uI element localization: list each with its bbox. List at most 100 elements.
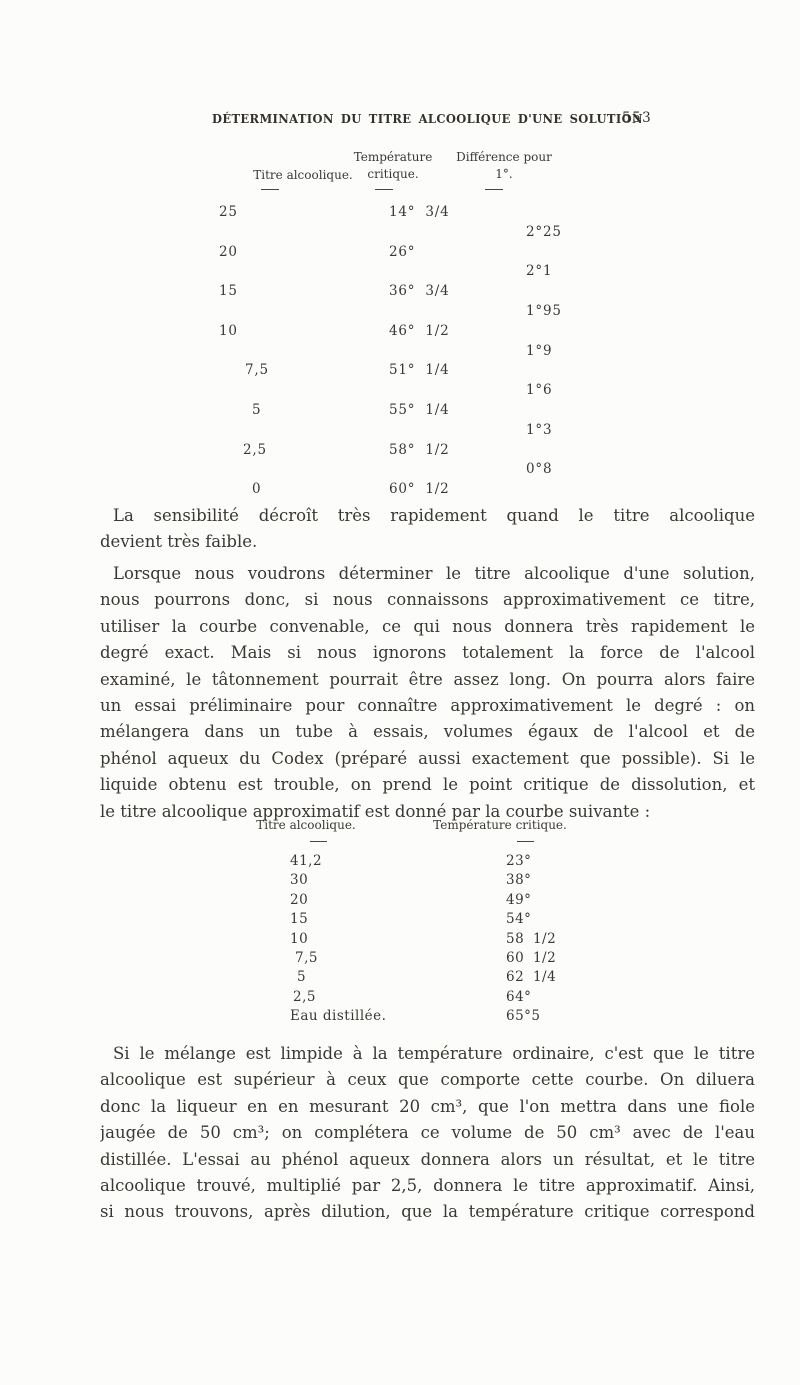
text-line: le titre alcoolique approximatif est don…	[100, 801, 651, 821]
text-line: jaugée de 50 cm³; on complétera ce volum…	[100, 1123, 755, 1143]
column-rule	[375, 189, 393, 190]
table-row: 5 62 1/4	[0, 968, 800, 987]
text-line: nous pourrons donc, si nous connaissons …	[100, 590, 755, 610]
text-line: La sensibilité décroît très rapidement q…	[113, 506, 755, 525]
diff-cell: 1°9	[526, 343, 553, 359]
temp-cell: 26°	[389, 244, 416, 260]
titre-cell: 7,5	[295, 950, 318, 966]
paragraph: Si le mélange est limpide à la températu…	[100, 1041, 755, 1226]
text-line: distillée. L'essai au phénol aqueux donn…	[100, 1149, 755, 1169]
titre-cell: Eau distillée.	[290, 1008, 387, 1024]
temp-cell: 36° 3/4	[389, 283, 450, 299]
titre-cell: 5	[252, 402, 262, 418]
titre-cell: 15	[219, 283, 238, 299]
table-row-difference: 0°8	[0, 459, 800, 479]
text-line: phénol aqueux du Codex (préparé aussi ex…	[100, 748, 755, 768]
text-line: Si le mélange est limpide à la températu…	[113, 1044, 755, 1063]
table-row: 10 46° 1/2	[0, 321, 800, 341]
diff-cell: 2°25	[526, 224, 562, 240]
temp-cell: 14° 3/4	[389, 204, 450, 220]
column-rule	[517, 841, 534, 842]
table-row-difference: 2°1	[0, 261, 800, 281]
table-row: 10 58 1/2	[0, 930, 800, 949]
text-line: degré exact. Mais si nous ignorons total…	[100, 643, 755, 663]
table-row: 2,5 58° 1/2	[0, 440, 800, 460]
diff-cell: 0°8	[526, 461, 553, 477]
table-row-difference: 2°25	[0, 222, 800, 242]
titre-cell: 30	[290, 872, 309, 888]
text-line: devient très faible.	[100, 532, 258, 552]
page-title: DÉTERMINATION DU TITRE ALCOOLIQUE D'UNE …	[212, 111, 643, 126]
table-row: Eau distillée. 65°5	[0, 1007, 800, 1026]
temp-cell: 54°	[506, 911, 532, 927]
temp-cell: 65°5	[506, 1008, 541, 1024]
paragraph: Lorsque nous voudrons déterminer le titr…	[100, 561, 755, 825]
column-header-titre: Titre alcoolique.	[253, 168, 353, 182]
text-line: si nous trouvons, après dilution, que la…	[100, 1202, 755, 1222]
table-row: 0 60° 1/2	[0, 479, 800, 499]
temp-cell: 38°	[506, 872, 532, 888]
titre-cell: 0	[252, 481, 262, 497]
table-row: 15 54°	[0, 910, 800, 929]
titre-cell: 10	[290, 931, 309, 947]
column-rule	[310, 841, 327, 842]
table-row-difference: 1°3	[0, 420, 800, 440]
table-row: 41,2 23°	[0, 852, 800, 871]
titre-cell: 2,5	[243, 442, 267, 458]
titre-cell: 7,5	[245, 362, 269, 378]
temp-cell: 62 1/4	[506, 969, 557, 985]
column-rule	[261, 189, 279, 190]
titre-cell: 41,2	[290, 853, 323, 869]
text-line: examiné, le tâtonnement pourrait être as…	[100, 669, 755, 689]
titre-cell: 25	[219, 204, 238, 220]
titre-cell: 15	[290, 911, 309, 927]
paragraph: La sensibilité décroît très rapidement q…	[100, 503, 755, 556]
titre-cell: 10	[219, 323, 238, 339]
column-header-temperature: Température critique.	[433, 818, 567, 832]
text-line: Lorsque nous voudrons déterminer le titr…	[113, 564, 755, 583]
temp-cell: 51° 1/4	[389, 362, 450, 378]
table-row: 25 14° 3/4	[0, 202, 800, 222]
column-rule	[485, 189, 503, 190]
titre-cell: 20	[290, 892, 309, 908]
diff-cell: 1°3	[526, 422, 553, 438]
table-row: 7,5 60 1/2	[0, 949, 800, 968]
temp-cell: 58° 1/2	[389, 442, 450, 458]
page-number: 553	[622, 110, 653, 126]
diff-cell: 2°1	[526, 263, 553, 279]
text-line: donc la liqueur en en mesurant 20 cm³, q…	[100, 1096, 755, 1116]
text-line: utiliser la courbe convenable, ce qui no…	[100, 616, 755, 636]
temp-cell: 64°	[506, 989, 532, 1005]
temp-cell: 60° 1/2	[389, 481, 450, 497]
table-row-difference: 1°95	[0, 301, 800, 321]
table-row: 20 26°	[0, 242, 800, 262]
text-line: liquide obtenu est trouble, on prend le …	[100, 775, 755, 795]
titre-cell: 20	[219, 244, 238, 260]
temp-cell: 23°	[506, 853, 532, 869]
text-line: alcoolique est supérieur à ceux que comp…	[100, 1070, 755, 1090]
table-row: 7,5 51° 1/4	[0, 360, 800, 380]
column-header-titre: Titre alcoolique.	[256, 818, 356, 832]
temp-cell: 60 1/2	[506, 950, 557, 966]
diff-cell: 1°6	[526, 382, 553, 398]
table-row-difference: 1°6	[0, 380, 800, 400]
table-row: 30 38°	[0, 871, 800, 890]
temp-cell: 49°	[506, 892, 532, 908]
titre-cell: 2,5	[293, 989, 316, 1005]
table-row: 2,5 64°	[0, 988, 800, 1007]
diff-cell: 1°95	[526, 303, 562, 319]
text-line: mélangera dans un tube à essais, volumes…	[100, 722, 755, 742]
temp-cell: 46° 1/2	[389, 323, 450, 339]
table-row: 20 49°	[0, 891, 800, 910]
titre-cell: 5	[297, 969, 307, 985]
table-row: 15 36° 3/4	[0, 281, 800, 301]
temp-cell: 55° 1/4	[389, 402, 450, 418]
text-line: alcoolique trouvé, multiplié par 2,5, do…	[100, 1175, 755, 1195]
column-header-temperature: Température critique.	[353, 150, 433, 181]
table-row: 5 55° 1/4	[0, 400, 800, 420]
temp-cell: 58 1/2	[506, 931, 557, 947]
table-row-difference: 1°9	[0, 341, 800, 361]
column-header-difference: Différence pour 1°.	[456, 150, 552, 181]
text-line: un essai préliminaire pour connaître app…	[100, 695, 755, 715]
